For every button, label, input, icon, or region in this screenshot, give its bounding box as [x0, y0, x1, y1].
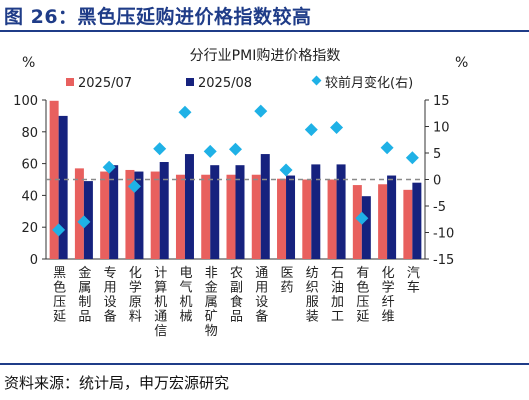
left-axis-tick-label: 20	[21, 221, 38, 236]
right-axis-tick-label: 10	[433, 121, 450, 136]
legend-swatch-2025-07	[66, 78, 74, 86]
category-label: 金属制品	[78, 265, 91, 325]
bar-2025-08	[412, 182, 422, 259]
change-marker	[127, 179, 141, 193]
change-marker	[405, 151, 419, 165]
bar-2025-08	[286, 175, 296, 259]
right-axis-tick-label: -10	[433, 227, 454, 242]
left-axis-tick-label: 60	[21, 158, 38, 173]
legend-label-change: 较前月变化(右)	[325, 75, 413, 91]
change-marker	[229, 142, 242, 156]
legend-marker-change	[311, 75, 322, 86]
right-axis-tick-label: -5	[433, 200, 446, 215]
bar-2025-07	[302, 179, 312, 259]
right-axis-unit: %	[455, 55, 468, 71]
bar-2025-08	[235, 165, 245, 259]
change-marker	[254, 104, 268, 118]
category-label: 化学原料	[129, 266, 142, 325]
category-label: 通用设备	[255, 266, 268, 325]
category-label: 计算机通信	[154, 266, 167, 339]
change-marker	[330, 121, 344, 135]
right-axis-tick-label: 5	[433, 147, 441, 162]
category-label: 化学纤维	[382, 266, 395, 325]
bar-2025-07	[352, 185, 362, 259]
legend: 2025/07 2025/08 较前月变化(右)	[66, 75, 413, 91]
bar-2025-07	[251, 174, 261, 259]
change-marker	[52, 223, 66, 237]
change-marker	[380, 141, 394, 155]
change-marker	[203, 144, 217, 158]
plot-area: 020406080100-15-10-5051015黑色压延金属制品专用设备化学…	[13, 94, 454, 339]
pmi-chart: 分行业PMI购进价格指数 % % 2025/07 2025/08 较前月变化(右…	[13, 48, 468, 339]
category-label: 电气机械	[179, 266, 192, 325]
legend-swatch-2025-08	[186, 78, 194, 86]
left-axis-tick-label: 0	[30, 253, 38, 268]
left-axis-tick-label: 40	[21, 189, 38, 204]
chart-title: 分行业PMI购进价格指数	[190, 48, 341, 64]
bar-2025-08	[336, 164, 346, 259]
right-axis-tick-label: 15	[433, 94, 450, 109]
left-axis-tick-label: 100	[13, 94, 38, 109]
bar-2025-07	[378, 184, 388, 259]
bar-2025-08	[210, 165, 220, 259]
legend-label-2025-08: 2025/08	[198, 76, 252, 91]
bar-2025-07	[150, 171, 160, 259]
change-marker	[279, 163, 293, 177]
figure-title: 图 26：黑色压延购进价格指数较高	[4, 6, 312, 28]
bar-2025-07	[49, 100, 59, 259]
category-label: 石油加工	[331, 266, 344, 325]
change-marker	[178, 105, 192, 119]
source-note: 资料来源：统计局，申万宏源研究	[4, 374, 230, 392]
left-axis-unit: %	[22, 55, 35, 71]
bar-2025-08	[387, 175, 397, 259]
change-marker	[153, 142, 167, 156]
change-marker	[102, 160, 116, 174]
bar-2025-07	[327, 179, 337, 259]
category-label: 专用设备	[104, 266, 117, 325]
change-marker	[77, 215, 91, 229]
category-label: 汽车	[407, 266, 420, 296]
bar-2025-07	[226, 174, 236, 259]
bar-2025-08	[109, 165, 119, 259]
bar-2025-07	[100, 171, 110, 259]
bar-2025-07	[175, 174, 185, 259]
right-axis-tick-label: -15	[433, 253, 454, 268]
bar-2025-07	[201, 174, 211, 259]
bottom-rule	[0, 363, 529, 365]
bar-2025-08	[58, 115, 68, 260]
bar-2025-08	[361, 196, 371, 259]
bar-2025-08	[184, 154, 194, 259]
bar-2025-07	[403, 189, 413, 259]
category-label: 非金属矿物	[205, 266, 218, 339]
right-axis-tick-label: 0	[433, 174, 441, 189]
change-marker	[304, 123, 318, 137]
category-label: 黑色压延	[53, 266, 66, 325]
change-marker	[355, 211, 369, 225]
category-label: 有色压延	[356, 266, 369, 325]
bar-2025-07	[125, 169, 135, 259]
bar-2025-08	[159, 162, 169, 259]
category-label: 农副食品	[230, 266, 243, 325]
left-axis-tick-label: 80	[21, 126, 38, 141]
title-rule	[0, 30, 529, 32]
bar-2025-08	[260, 154, 270, 259]
bar-2025-08	[134, 171, 144, 259]
bar-2025-07	[74, 168, 84, 259]
category-label: 纺织服装	[306, 266, 319, 325]
legend-label-2025-07: 2025/07	[78, 76, 132, 91]
category-label: 医药	[281, 266, 294, 296]
bar-2025-08	[311, 164, 321, 259]
bar-2025-07	[277, 178, 287, 259]
